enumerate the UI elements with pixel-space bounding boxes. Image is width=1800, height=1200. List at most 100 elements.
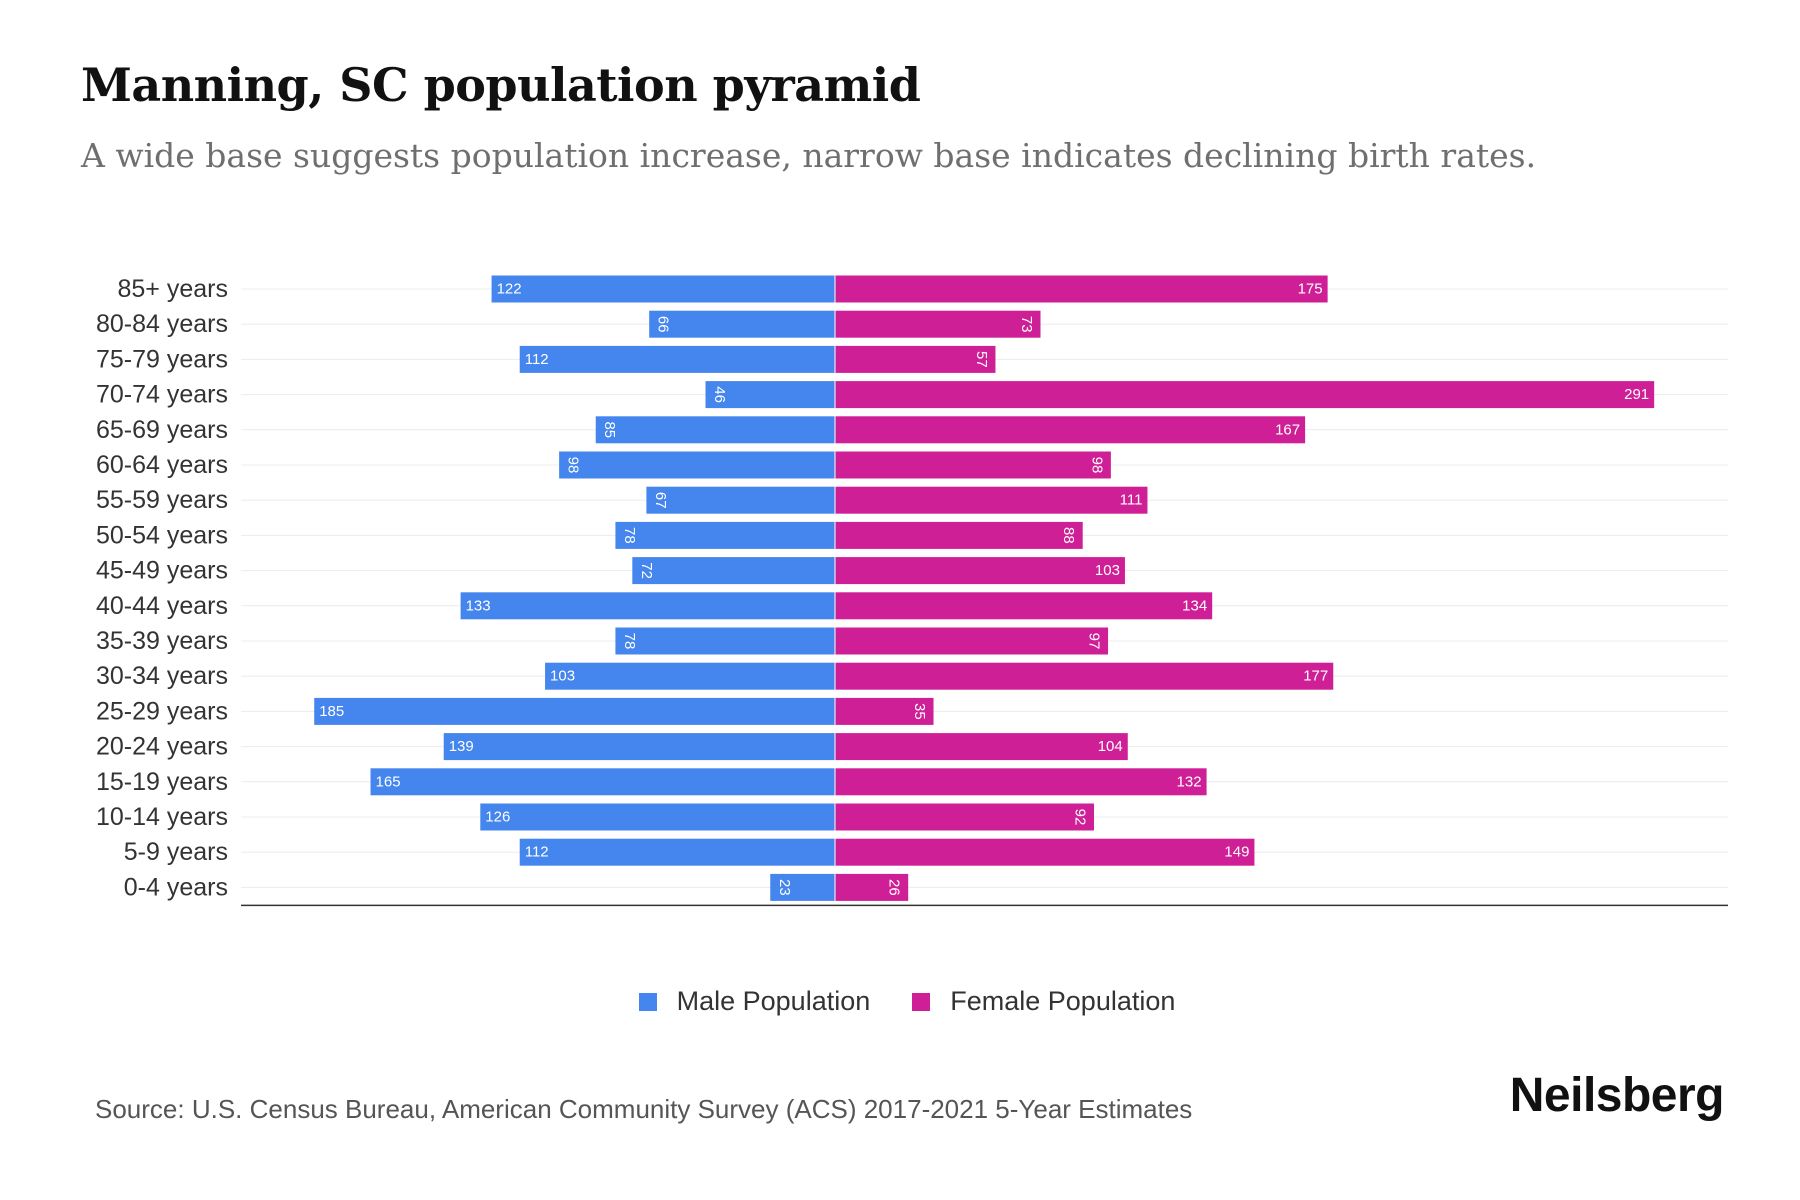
male-value-label: 165 — [376, 773, 401, 790]
male-bar — [770, 873, 835, 901]
male-value-label: 112 — [525, 351, 549, 368]
chart-legend: Male Population Female Population — [0, 986, 1800, 1017]
female-value-label: 291 — [1624, 386, 1649, 403]
age-group-label: 60-64 years — [96, 451, 228, 479]
male-value-label: 139 — [449, 738, 474, 755]
male-bar — [545, 662, 835, 690]
male-value-label: 23 — [776, 879, 793, 896]
female-bar — [835, 838, 1255, 866]
female-value-label: 35 — [911, 703, 928, 720]
age-group-label: 50-54 years — [96, 521, 228, 549]
female-value-label: 26 — [886, 879, 903, 896]
age-group-label: 55-59 years — [96, 486, 228, 514]
female-value-label: 111 — [1120, 492, 1143, 509]
male-bar — [370, 768, 835, 796]
female-bar — [835, 275, 1328, 303]
female-value-label: 57 — [973, 351, 990, 368]
female-value-label: 92 — [1071, 809, 1088, 826]
female-bar — [835, 521, 1083, 549]
age-group-label: 25-29 years — [96, 697, 228, 725]
male-value-label: 103 — [550, 668, 575, 685]
female-value-label: 103 — [1095, 562, 1120, 579]
male-bar — [646, 486, 835, 514]
age-group-label: 75-79 years — [96, 345, 228, 373]
legend-label-male: Male Population — [676, 986, 871, 1016]
female-value-label: 177 — [1303, 668, 1328, 685]
female-bar — [835, 768, 1207, 796]
male-bar — [480, 803, 835, 831]
male-bar — [519, 838, 835, 866]
age-group-label: 5-9 years — [124, 838, 228, 866]
male-value-label: 72 — [638, 562, 655, 579]
male-bar — [314, 697, 836, 725]
age-group-label: 85+ years — [118, 275, 229, 303]
legend-item-female[interactable]: Female Population — [912, 986, 1175, 1017]
age-group-label: 80-84 years — [96, 310, 228, 338]
age-group-label: 70-74 years — [96, 381, 228, 409]
male-bar — [705, 381, 835, 409]
female-bar — [835, 345, 996, 373]
male-value-label: 112 — [525, 844, 549, 861]
male-value-label: 133 — [466, 597, 491, 614]
male-bar — [491, 275, 835, 303]
male-value-label: 185 — [319, 703, 344, 720]
male-bar — [519, 345, 835, 373]
male-value-label: 78 — [621, 633, 638, 650]
female-bar — [835, 310, 1041, 338]
male-value-label: 122 — [497, 281, 522, 298]
source-note: Source: U.S. Census Bureau, American Com… — [95, 1094, 1193, 1124]
female-value-label: 132 — [1177, 773, 1202, 790]
legend-item-male[interactable]: Male Population — [638, 986, 871, 1017]
male-value-label: 66 — [655, 316, 672, 333]
legend-swatch-female — [912, 992, 931, 1011]
male-bar — [632, 557, 835, 585]
age-group-label: 40-44 years — [96, 592, 228, 620]
female-bar — [835, 697, 934, 725]
female-value-label: 134 — [1182, 597, 1207, 614]
female-bar — [835, 451, 1111, 479]
chart-subtitle: A wide base suggests population increase… — [81, 136, 1537, 175]
age-group-label: 10-14 years — [96, 803, 228, 831]
female-bar — [835, 381, 1655, 409]
male-bar — [615, 627, 835, 655]
brand-logo: Neilsberg — [1509, 1069, 1725, 1122]
female-bar — [835, 592, 1213, 620]
age-group-label: 35-39 years — [96, 627, 228, 655]
legend-label-female: Female Population — [950, 986, 1176, 1016]
male-value-label: 67 — [652, 492, 669, 509]
age-group-label: 20-24 years — [96, 733, 228, 761]
male-bar — [559, 451, 835, 479]
female-bar — [835, 803, 1094, 831]
female-value-label: 149 — [1224, 844, 1249, 861]
male-bar — [443, 733, 835, 761]
age-group-label: 65-69 years — [96, 416, 228, 444]
female-value-label: 104 — [1098, 738, 1123, 755]
male-value-label: 46 — [711, 386, 728, 403]
female-value-label: 167 — [1275, 421, 1300, 438]
female-value-label: 88 — [1060, 527, 1077, 544]
age-group-label: 45-49 years — [96, 557, 228, 585]
male-value-label: 85 — [601, 421, 618, 438]
male-bar — [460, 592, 835, 620]
age-group-label: 15-19 years — [96, 768, 228, 796]
female-value-label: 97 — [1086, 633, 1103, 650]
female-bar — [835, 416, 1306, 444]
legend-swatch-male — [638, 992, 657, 1011]
male-bar — [615, 521, 835, 549]
female-value-label: 175 — [1298, 281, 1323, 298]
male-value-label: 78 — [621, 527, 638, 544]
male-bar — [649, 310, 835, 338]
female-bar — [835, 733, 1128, 761]
female-bar — [835, 486, 1148, 514]
female-value-label: 73 — [1018, 316, 1035, 333]
female-value-label: 98 — [1088, 457, 1105, 474]
male-value-label: 98 — [565, 457, 582, 474]
age-group-label: 30-34 years — [96, 662, 228, 690]
female-bar — [835, 873, 909, 901]
age-group-label: 0-4 years — [124, 873, 228, 901]
female-bar — [835, 662, 1334, 690]
chart-title: Manning, SC population pyramid — [81, 58, 921, 112]
female-bar — [835, 627, 1109, 655]
female-bar — [835, 557, 1125, 585]
